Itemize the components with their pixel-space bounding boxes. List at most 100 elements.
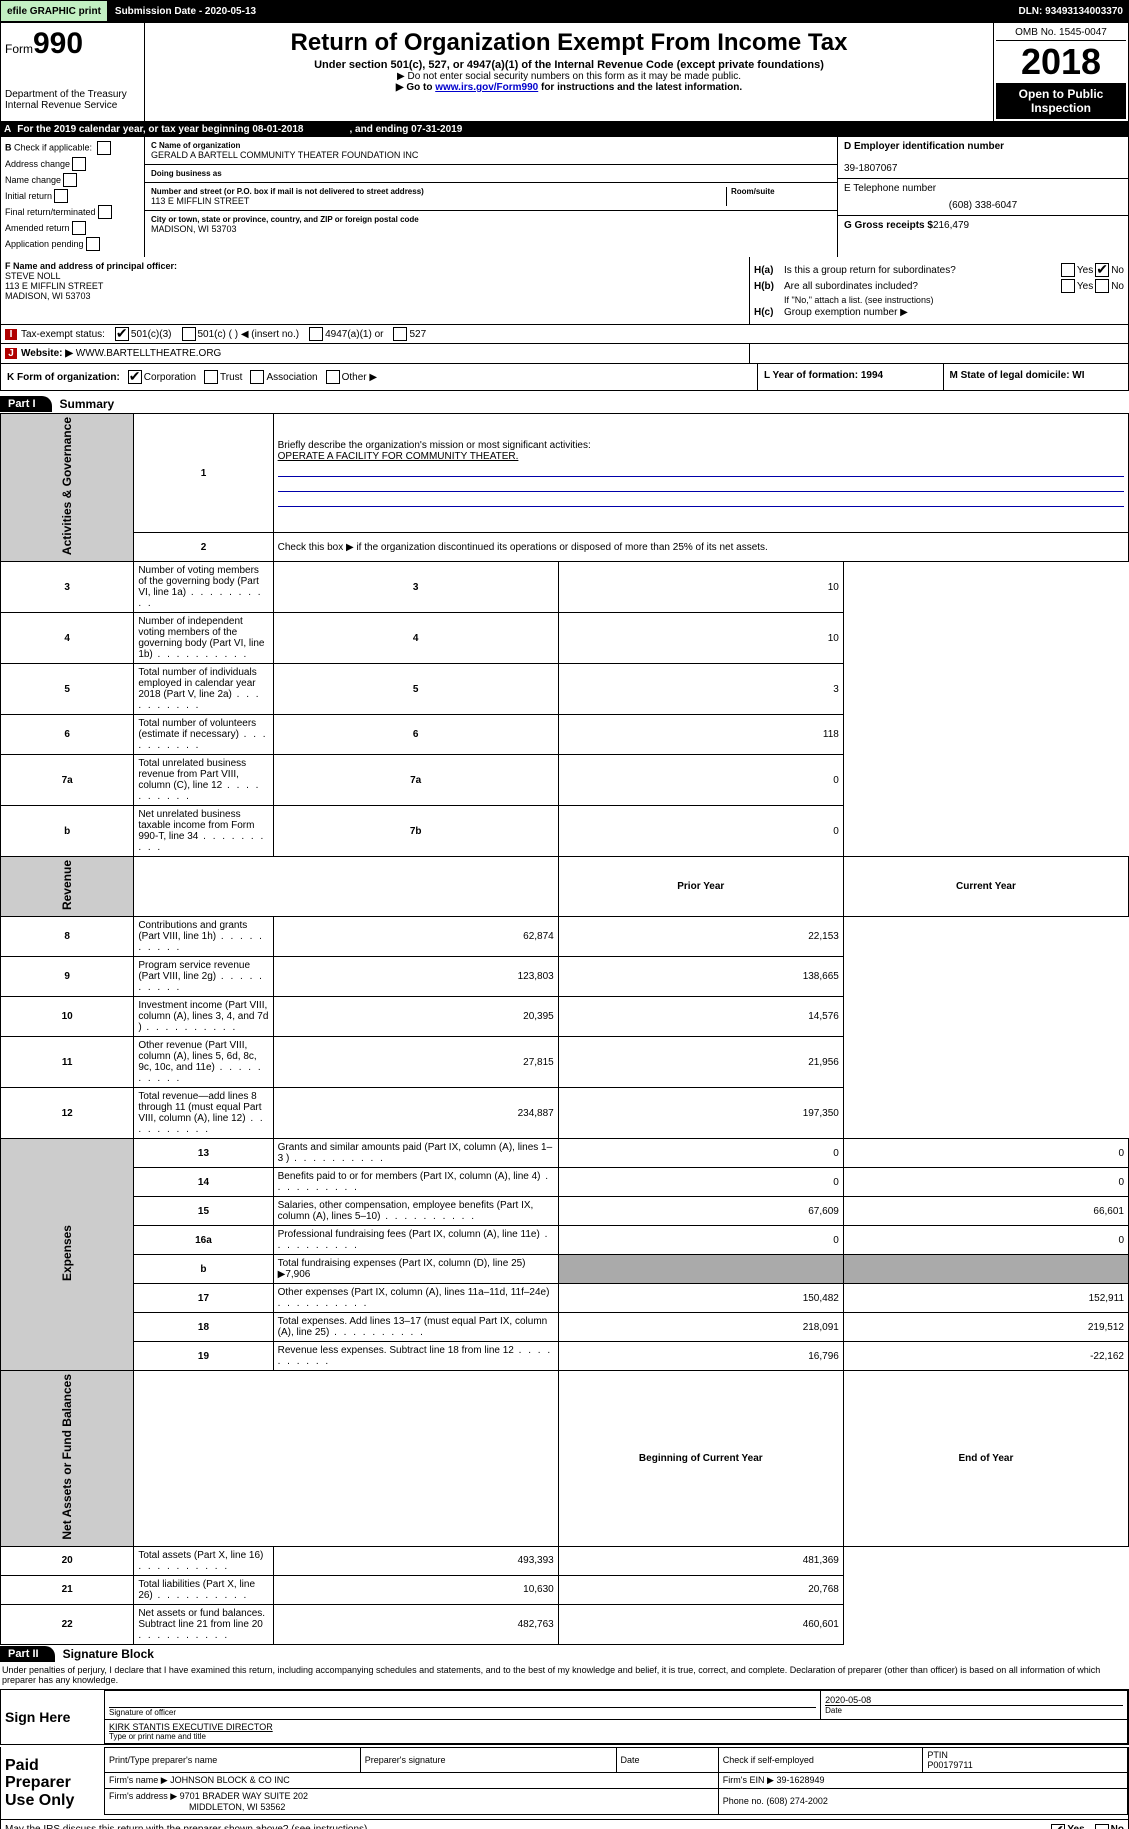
ptin-cell: PTIN P00179711 bbox=[923, 1747, 1128, 1772]
note2-pre: ▶ Go to bbox=[396, 82, 435, 93]
k-label: K Form of organization: bbox=[7, 372, 120, 383]
line-2: Check this box ▶ if the organization dis… bbox=[273, 533, 1128, 562]
col-d: D Employer identification number 39-1807… bbox=[837, 137, 1128, 257]
irs-label: Internal Revenue Service bbox=[5, 100, 140, 111]
table-row: 22 Net assets or fund balances. Subtract… bbox=[1, 1604, 1129, 1644]
line-no: 11 bbox=[1, 1037, 134, 1088]
underline bbox=[278, 477, 1124, 492]
firm-name-cell: Firm's name ▶ JOHNSON BLOCK & CO INC bbox=[105, 1772, 719, 1788]
line-text: Professional fundraising fees (Part IX, … bbox=[273, 1226, 558, 1255]
row-klm: K Form of organization: Corporation Trus… bbox=[0, 364, 1129, 391]
checkbox-icon[interactable] bbox=[72, 221, 86, 235]
l1-value: OPERATE A FACILITY FOR COMMUNITY THEATER… bbox=[278, 451, 519, 462]
hc-text: Group exemption number ▶ bbox=[784, 307, 908, 318]
note-link: ▶ Go to www.irs.gov/Form990 for instruct… bbox=[149, 82, 989, 93]
line-value: 3 bbox=[558, 664, 843, 715]
table-row: 12 Total revenue—add lines 8 through 11 … bbox=[1, 1088, 1129, 1139]
prior-value: 0 bbox=[558, 1168, 843, 1197]
row-a: A For the 2019 calendar year, or tax yea… bbox=[0, 122, 1129, 137]
side-expenses: Expenses bbox=[1, 1139, 134, 1371]
line-no: 9 bbox=[1, 957, 134, 997]
current-value: -22,162 bbox=[843, 1342, 1128, 1371]
form-header: Form990 Department of the Treasury Inter… bbox=[0, 22, 1129, 122]
col-begin: Beginning of Current Year bbox=[558, 1371, 843, 1547]
checkbox-checked-icon[interactable] bbox=[115, 327, 129, 341]
current-value: 197,350 bbox=[558, 1088, 843, 1139]
shaded-cell bbox=[558, 1255, 843, 1284]
line-ref: 4 bbox=[273, 613, 558, 664]
sign-here-block: Sign Here Signature of officer 2020-05-0… bbox=[0, 1689, 1129, 1745]
prior-value: 218,091 bbox=[558, 1313, 843, 1342]
topbar-spacer bbox=[263, 0, 1012, 22]
yes-label: Yes bbox=[1067, 1824, 1084, 1829]
note-ssn: ▶ Do not enter social security numbers o… bbox=[149, 71, 989, 82]
k-other: Other ▶ bbox=[342, 372, 377, 383]
addr-value: 113 E MIFFLIN STREET bbox=[151, 196, 726, 206]
checkbox-icon[interactable] bbox=[63, 173, 77, 187]
row-j: J Website: ▶ WWW.BARTELLTHEATRE.ORG bbox=[0, 344, 1129, 364]
b-check-label: Check if applicable: bbox=[14, 142, 92, 152]
checkbox-checked-icon[interactable] bbox=[128, 370, 142, 384]
checkbox-icon[interactable] bbox=[1095, 1824, 1109, 1829]
checkbox-icon[interactable] bbox=[204, 370, 218, 384]
ha-label: H(a) bbox=[754, 265, 784, 276]
table-row: 6 Total number of volunteers (estimate i… bbox=[1, 715, 1129, 755]
checkbox-icon[interactable] bbox=[326, 370, 340, 384]
line-text: Revenue less expenses. Subtract line 18 … bbox=[273, 1342, 558, 1371]
firm-name-label: Firm's name ▶ bbox=[109, 1775, 168, 1785]
omb-label: OMB No. 1545-0047 bbox=[996, 25, 1126, 41]
checkbox-icon[interactable] bbox=[72, 157, 86, 171]
prior-value: 62,874 bbox=[273, 917, 558, 957]
line-text: Other expenses (Part IX, column (A), lin… bbox=[273, 1284, 558, 1313]
line-no: 20 bbox=[1, 1546, 134, 1575]
ha-text: Is this a group return for subordinates? bbox=[784, 265, 1059, 276]
checkbox-icon[interactable] bbox=[97, 141, 111, 155]
table-row: 3 Number of voting members of the govern… bbox=[1, 562, 1129, 613]
line-ref: 7a bbox=[273, 755, 558, 806]
checkbox-checked-icon[interactable] bbox=[1051, 1824, 1065, 1829]
yes-label: Yes bbox=[1077, 265, 1093, 276]
line-1-no: 1 bbox=[134, 414, 273, 533]
checkbox-checked-icon[interactable] bbox=[1095, 263, 1109, 277]
line-value: 0 bbox=[558, 806, 843, 857]
city-label: City or town, state or province, country… bbox=[151, 215, 831, 224]
current-value: 66,601 bbox=[843, 1197, 1128, 1226]
line-no: 21 bbox=[1, 1575, 134, 1604]
checkbox-icon[interactable] bbox=[1061, 279, 1075, 293]
firm-ein-cell: Firm's EIN ▶ 39-1628949 bbox=[718, 1772, 1127, 1788]
checkbox-icon[interactable] bbox=[1061, 263, 1075, 277]
line-no: 8 bbox=[1, 917, 134, 957]
row-a-label: A bbox=[4, 124, 11, 135]
hb-label: H(b) bbox=[754, 281, 784, 292]
checkbox-icon[interactable] bbox=[182, 327, 196, 341]
e-label: E Telephone number bbox=[844, 183, 936, 194]
checkbox-icon[interactable] bbox=[1095, 279, 1109, 293]
line-value: 10 bbox=[558, 613, 843, 664]
checkbox-icon[interactable] bbox=[250, 370, 264, 384]
dba-label: Doing business as bbox=[151, 169, 831, 178]
checkbox-icon[interactable] bbox=[393, 327, 407, 341]
checkbox-icon[interactable] bbox=[86, 237, 100, 251]
line-text: Total unrelated business revenue from Pa… bbox=[134, 755, 273, 806]
checkbox-icon[interactable] bbox=[309, 327, 323, 341]
prep-date-label: Date bbox=[616, 1747, 718, 1772]
i-text: Tax-exempt status: bbox=[21, 329, 105, 340]
table-row: 18 Total expenses. Add lines 13–17 (must… bbox=[1, 1313, 1129, 1342]
part1-tab: Part I bbox=[0, 396, 52, 412]
paid-preparer-label: Paid Preparer Use Only bbox=[1, 1747, 104, 1820]
i-527: 527 bbox=[409, 329, 426, 340]
hb-line: H(b) Are all subordinates included? Yes … bbox=[754, 279, 1124, 293]
row-a-text: For the 2019 calendar year, or tax year … bbox=[17, 124, 303, 135]
line-no: 14 bbox=[134, 1168, 273, 1197]
line-no: 12 bbox=[1, 1088, 134, 1139]
line-text: Investment income (Part VIII, column (A)… bbox=[134, 997, 273, 1037]
line-no: b bbox=[1, 806, 134, 857]
checkbox-icon[interactable] bbox=[54, 189, 68, 203]
table-row: Expenses 13 Grants and similar amounts p… bbox=[1, 1139, 1129, 1168]
prior-value: 0 bbox=[558, 1226, 843, 1255]
line-text: Total number of individuals employed in … bbox=[134, 664, 273, 715]
firm-ein: 39-1628949 bbox=[776, 1775, 824, 1785]
checkbox-icon[interactable] bbox=[98, 205, 112, 219]
part1-table: Activities & Governance 1 Briefly descri… bbox=[0, 413, 1129, 1645]
irs-link[interactable]: www.irs.gov/Form990 bbox=[435, 82, 538, 93]
